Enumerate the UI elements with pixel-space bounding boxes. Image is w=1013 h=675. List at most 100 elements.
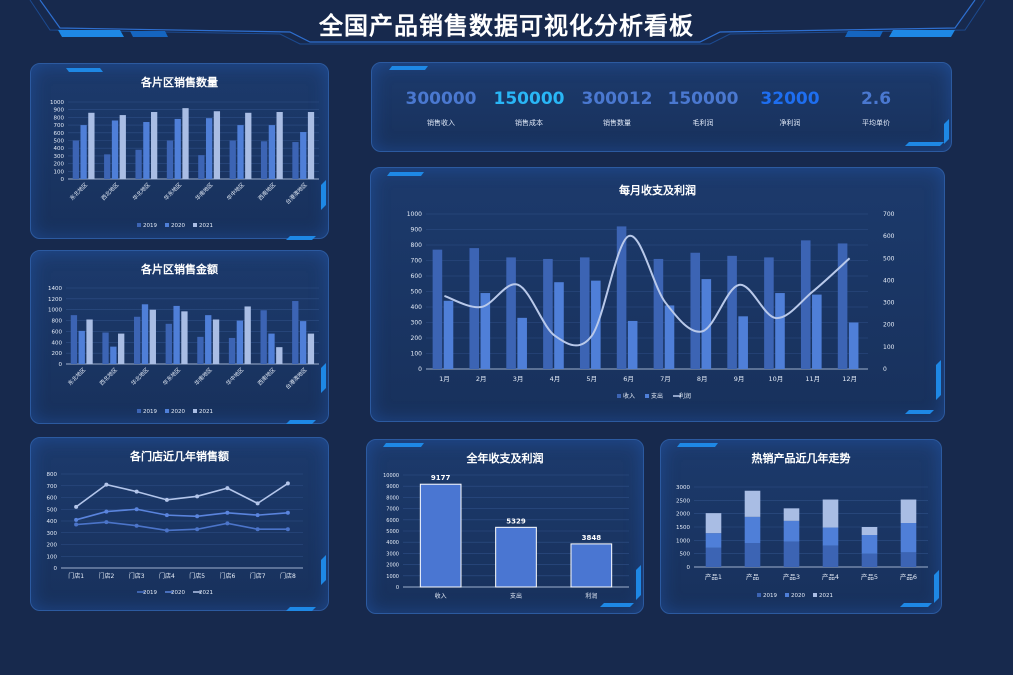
legend-label: 2020 xyxy=(171,590,185,596)
x-tick-label: 华东地区 xyxy=(162,180,184,202)
bar xyxy=(812,294,822,369)
bar xyxy=(135,149,142,179)
y-tick-label: 800 xyxy=(411,242,423,249)
point xyxy=(285,481,290,486)
y2-tick-label: 200 xyxy=(883,322,895,329)
y-tick-label: 1000 xyxy=(676,538,690,544)
y2-tick-label: 700 xyxy=(883,211,895,218)
bar-segment xyxy=(744,490,761,517)
point xyxy=(255,527,260,532)
legend-label: 2020 xyxy=(171,223,185,229)
kpi-value: 300000 xyxy=(405,89,477,109)
kpi-label: 销售数量 xyxy=(603,119,631,127)
x-tick-label: 华东地区 xyxy=(161,365,183,387)
bar-segment xyxy=(900,552,917,567)
kpi-label: 毛利润 xyxy=(692,119,714,127)
bar xyxy=(300,132,307,179)
bar xyxy=(664,305,675,369)
x-tick-label: 10月 xyxy=(769,375,784,383)
x-tick-label: 台港澳地区 xyxy=(284,180,309,205)
bar xyxy=(245,112,252,179)
point xyxy=(225,486,230,491)
y-tick-label: 700 xyxy=(54,123,65,129)
y2-tick-label: 0 xyxy=(883,366,887,373)
hot-products-chart: 0 500 1000 1500 2000 2500 3000 产品1 产品 产品3 产品4 产品5 产品… xyxy=(676,485,928,599)
bar xyxy=(151,112,158,179)
x-tick-label: 台港澳地区 xyxy=(283,365,308,390)
y2-tick-label: 500 xyxy=(883,255,895,262)
y-tick-label: 2500 xyxy=(676,498,690,504)
bar xyxy=(236,320,244,364)
y-tick-label: 500 xyxy=(411,289,423,296)
point xyxy=(195,527,200,532)
y-tick-label: 500 xyxy=(47,507,58,513)
bar xyxy=(579,257,590,369)
bar xyxy=(554,282,564,369)
x-tick-label: 华南地区 xyxy=(193,365,215,387)
x-tick-label: 7月 xyxy=(660,375,671,383)
profit-line xyxy=(444,235,851,347)
legend-label: 2019 xyxy=(143,590,157,596)
x-tick-label: 华中地区 xyxy=(225,180,247,202)
x-tick-label: 门店5 xyxy=(189,572,205,580)
bar-segment xyxy=(705,547,722,567)
bar xyxy=(307,333,315,364)
bar xyxy=(80,125,87,179)
x-tick-label: 门店6 xyxy=(219,572,235,580)
bar xyxy=(800,240,811,369)
y-tick-label: 400 xyxy=(52,340,63,346)
legend-swatch xyxy=(193,409,197,413)
bar-segment xyxy=(861,527,878,535)
y-tick-label: 1000 xyxy=(407,211,422,218)
bar xyxy=(182,108,189,179)
bar xyxy=(543,258,553,369)
bar xyxy=(212,319,220,364)
x-tick-label: 4月 xyxy=(550,375,561,383)
bar xyxy=(506,257,516,369)
bar xyxy=(70,315,78,364)
bar xyxy=(111,120,119,179)
data-label: 9177 xyxy=(431,474,451,482)
bar xyxy=(690,252,701,369)
bar-segment xyxy=(705,513,722,534)
y-tick-label: 0 xyxy=(54,566,58,572)
y-tick-label: 9000 xyxy=(386,484,399,490)
x-tick-label: 华中地区 xyxy=(224,365,246,387)
bar xyxy=(276,112,283,179)
kpi-label: 净利润 xyxy=(779,119,801,127)
y-tick-label: 800 xyxy=(52,319,63,325)
bar xyxy=(229,140,236,179)
bar xyxy=(837,243,848,369)
bar xyxy=(78,330,85,364)
y2-tick-label: 100 xyxy=(883,344,895,351)
kpi-label: 销售收入 xyxy=(427,119,455,127)
x-tick-label: 东北地区 xyxy=(66,365,88,387)
bar xyxy=(292,301,299,364)
x-tick-label: 1月 xyxy=(439,375,450,383)
panel-hot-products: 热销产品近几年走势 0 500 1000 1500 2000 2500 3000 产品1 产品 产… xyxy=(660,439,942,614)
bar xyxy=(118,333,125,364)
x-tick-label: 支出 xyxy=(510,592,522,600)
y-tick-label: 400 xyxy=(47,519,58,525)
chart-title: 各门店近几年销售额 xyxy=(130,450,229,463)
y-tick-label: 1000 xyxy=(386,574,399,580)
store-sales-chart: 0 100 200 300 400 500 600 700 800 门店1 门店2 门店3 门店4 门店5… xyxy=(47,472,303,596)
legend-swatch xyxy=(137,409,141,413)
panel-kpis: 300000 销售收入 150000 销售成本 300012 销售数量 1500… xyxy=(371,62,952,152)
y-tick-label: 1200 xyxy=(48,297,62,303)
header-frame xyxy=(29,0,986,45)
bar xyxy=(276,347,283,364)
legend-swatch xyxy=(785,593,789,597)
legend-swatch xyxy=(165,223,169,227)
y-tick-label: 1400 xyxy=(48,286,62,292)
legend-label: 2019 xyxy=(143,409,157,415)
bar xyxy=(110,346,117,364)
panel-monthly: 每月收支及利润 0 100 200 300 400 500 600 700 800 900 1000… xyxy=(370,167,945,422)
bar xyxy=(228,337,236,364)
bar-segment xyxy=(822,545,839,567)
bar xyxy=(480,293,491,369)
x-tick-label: 华北地区 xyxy=(129,365,151,387)
y-tick-label: 0 xyxy=(59,362,63,368)
y-tick-label: 8000 xyxy=(386,495,399,501)
bar-segment xyxy=(861,535,878,554)
